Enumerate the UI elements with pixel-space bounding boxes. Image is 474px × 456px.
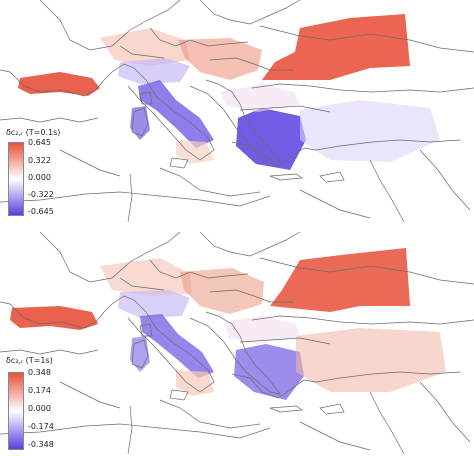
coastlines-bottom (0, 232, 474, 455)
colorbar-tick-4: -0.322 (28, 190, 54, 199)
colorbar (8, 372, 24, 450)
colorbar-tick-4: -0.174 (28, 422, 54, 431)
anomaly-greece (234, 344, 304, 400)
colorbar-title: δc₂,ᵣ (T=0.1s) (6, 128, 61, 137)
anomaly-alps (118, 58, 190, 84)
anomaly-south-italy-orange (176, 140, 214, 164)
map-panel-top: δc₂,ᵣ (T=0.1s) 0.645 0.322 0.000 -0.322 … (0, 0, 474, 224)
anomaly-eastern-europe (262, 14, 410, 80)
anomaly-south-italy-orange (176, 370, 214, 396)
coastlines-top (0, 0, 474, 223)
anomaly-sardinia (130, 106, 150, 140)
colorbar-title: δc₂,ᵣ (T=1s) (6, 356, 53, 365)
anomaly-eastern-europe (270, 248, 410, 312)
anomaly-iberia-north (18, 72, 100, 96)
map-canvas-bottom (0, 232, 474, 455)
map-panel-bottom: δc₂,ᵣ (T=1s) 0.348 0.174 0.000 -0.174 -0… (0, 232, 474, 456)
anomaly-iberia-north (10, 306, 98, 330)
anomaly-fields-bottom (10, 248, 446, 400)
anomaly-france (100, 28, 190, 66)
colorbar-tick-3: 0.000 (28, 404, 51, 413)
map-canvas-top (0, 0, 474, 223)
anomaly-aegean-east (220, 84, 300, 112)
colorbar-tick-1: 0.348 (28, 368, 51, 377)
anomaly-greece (236, 108, 306, 170)
colorbar-tick-2: 0.174 (28, 386, 51, 395)
colorbar-tick-5: -0.348 (28, 440, 54, 449)
colorbar-tick-5: -0.645 (28, 207, 54, 216)
anomaly-italy (138, 80, 214, 148)
colorbar-tick-2: 0.322 (28, 156, 51, 165)
anomaly-france (100, 258, 192, 296)
colorbar (8, 142, 24, 216)
colorbar-tick-3: 0.000 (28, 173, 51, 182)
anomaly-aegean-east (226, 316, 300, 344)
colorbar-tick-1: 0.645 (28, 138, 51, 147)
anomaly-turkey (300, 100, 440, 162)
anomaly-turkey (296, 328, 446, 392)
anomaly-alps (118, 290, 190, 318)
